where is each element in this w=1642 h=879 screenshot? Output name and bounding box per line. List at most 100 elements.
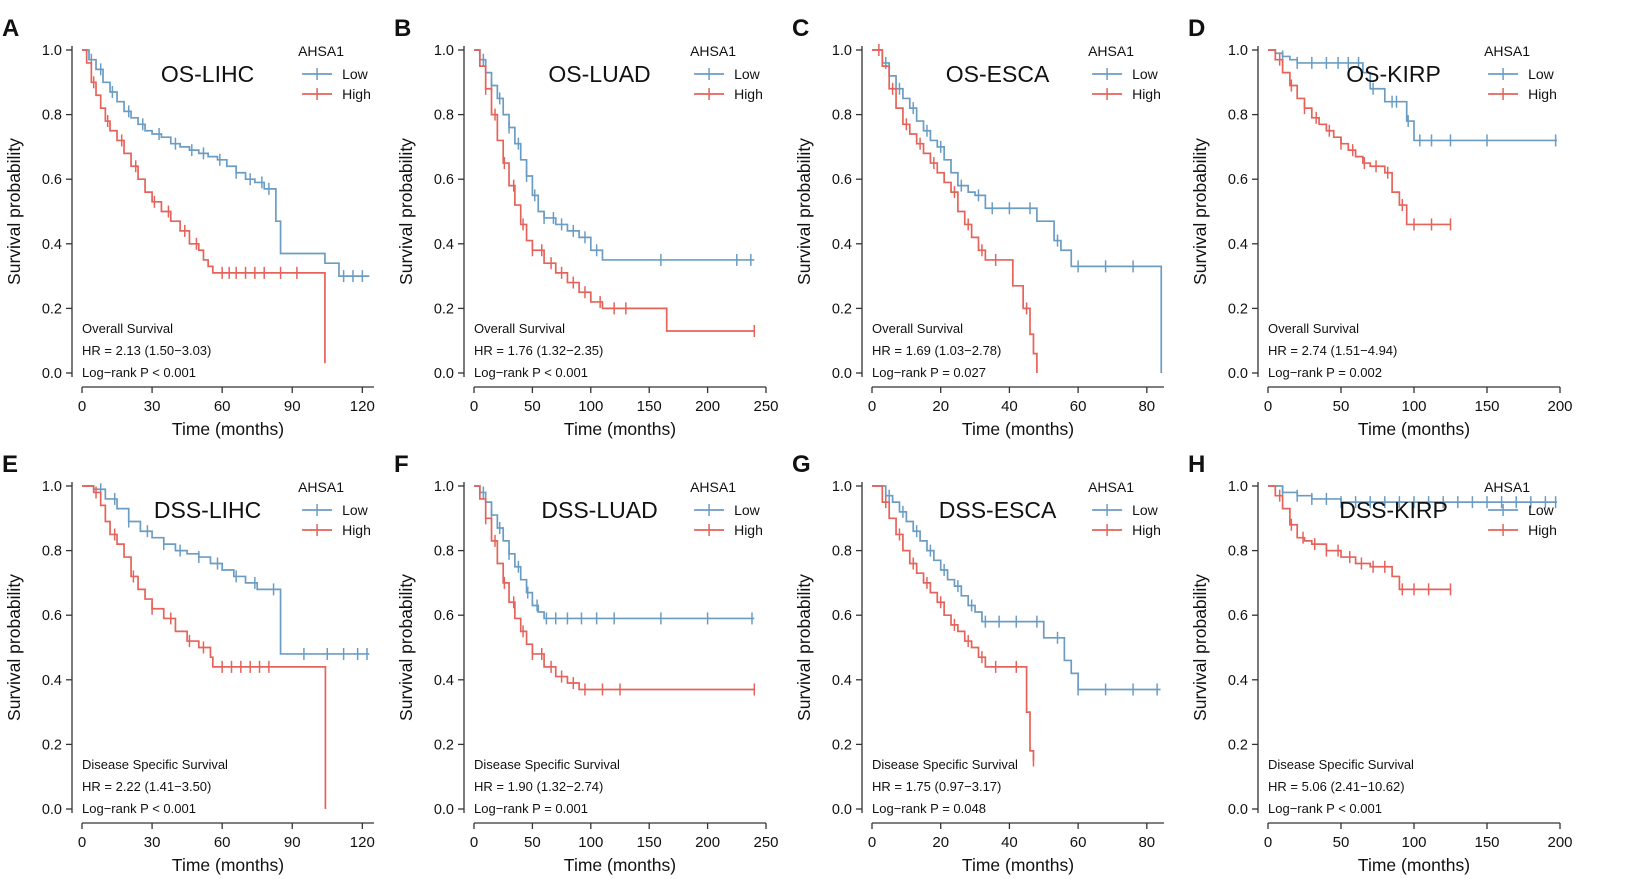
y-tick-label: 0.4 <box>434 673 454 689</box>
y-tick-label: 0.8 <box>434 544 454 560</box>
y-tick-label: 0.8 <box>434 108 454 124</box>
y-axis-label: Survival probability <box>396 574 416 721</box>
y-tick-label: 0.2 <box>832 737 852 753</box>
y-axis-label: Survival probability <box>4 574 24 721</box>
legend-title: AHSA1 <box>690 479 736 495</box>
panel-g: G 0.0 0.2 0.4 0.6 0.8 1.0 0 20 40 60 80 Time (months… <box>792 451 1164 875</box>
x-tick-label: 60 <box>214 398 231 415</box>
y-axis-label: Survival probability <box>1190 138 1210 285</box>
x-tick-label: 50 <box>1333 834 1350 851</box>
survival-curve-high <box>474 49 755 332</box>
x-tick-label: 30 <box>144 834 161 851</box>
survival-curve-low <box>872 485 1161 691</box>
y-tick-label: 0.8 <box>1228 108 1248 124</box>
y-tick-label: 0.4 <box>42 237 62 253</box>
x-tick-label: 0 <box>1264 834 1272 851</box>
stats-p-value: Log−rank P = 0.001 <box>474 801 588 816</box>
stats-hazard-ratio: HR = 1.76 (1.32−2.35) <box>474 343 603 358</box>
stats-survival-type: Overall Survival <box>82 321 173 336</box>
y-tick-label: 0.0 <box>42 366 62 382</box>
chart-title: OS-LUAD <box>548 61 650 87</box>
y-tick-label: 0.4 <box>832 673 852 689</box>
y-tick-label: 1.0 <box>42 43 62 59</box>
stats-p-value: Log−rank P < 0.001 <box>82 365 196 380</box>
stats-survival-type: Disease Specific Survival <box>82 757 228 772</box>
x-tick-label: 30 <box>144 398 161 415</box>
stats-p-value: Log−rank P < 0.001 <box>474 365 588 380</box>
x-tick-label: 90 <box>284 834 301 851</box>
legend-entry-high: High <box>734 522 763 538</box>
x-tick-label: 150 <box>1474 834 1499 851</box>
panel-h: H 0.0 0.2 0.4 0.6 0.8 1.0 0 50 100 150 200 Time (mon… <box>1188 451 1573 875</box>
x-tick-label: 200 <box>1547 834 1572 851</box>
legend-title: AHSA1 <box>690 43 736 59</box>
x-axis-label: Time (months) <box>172 419 284 439</box>
panel-a: A 0.0 0.2 0.4 0.6 0.8 1.0 0 30 60 90 120 Time (month… <box>2 15 375 439</box>
panel-f: F 0.0 0.2 0.4 0.6 0.8 1.0 0 50 100 150 200 250 Time (… <box>394 451 779 875</box>
stats-hazard-ratio: HR = 1.69 (1.03−2.78) <box>872 343 1001 358</box>
y-tick-label: 0.8 <box>42 108 62 124</box>
y-tick-label: 0.6 <box>832 172 852 188</box>
legend-entry-high: High <box>342 86 371 102</box>
y-axis-label: Survival probability <box>794 138 814 285</box>
x-tick-label: 20 <box>932 398 949 415</box>
survival-curve-low <box>82 49 370 277</box>
survival-curve-low <box>1268 49 1558 142</box>
stats-p-value: Log−rank P = 0.002 <box>1268 365 1382 380</box>
y-tick-label: 0.0 <box>832 366 852 382</box>
chart-title: OS-LIHC <box>161 61 254 87</box>
y-tick-label: 0.0 <box>1228 366 1248 382</box>
x-tick-label: 0 <box>1264 398 1272 415</box>
x-tick-label: 120 <box>350 398 375 415</box>
legend-entry-low: Low <box>1528 66 1555 82</box>
y-tick-label: 1.0 <box>42 479 62 495</box>
panel-label: G <box>792 451 811 478</box>
x-tick-label: 50 <box>1333 398 1350 415</box>
legend-title: AHSA1 <box>298 479 344 495</box>
panel-d: D 0.0 0.2 0.4 0.6 0.8 1.0 0 50 100 150 200 Time (mon… <box>1188 15 1573 439</box>
survival-curve-low <box>474 49 755 261</box>
stats-survival-type: Disease Specific Survival <box>872 757 1018 772</box>
x-tick-label: 60 <box>214 834 231 851</box>
panel-c: C 0.0 0.2 0.4 0.6 0.8 1.0 0 20 40 60 80 Time (months… <box>792 15 1164 439</box>
x-tick-label: 60 <box>1070 398 1087 415</box>
x-tick-label: 0 <box>78 398 86 415</box>
legend-title: AHSA1 <box>1088 43 1134 59</box>
y-tick-label: 0.6 <box>1228 608 1248 624</box>
y-tick-label: 0.8 <box>832 108 852 124</box>
chart-title: DSS-LIHC <box>154 497 261 523</box>
x-tick-label: 50 <box>524 398 541 415</box>
x-tick-label: 0 <box>868 834 876 851</box>
x-tick-label: 100 <box>578 834 603 851</box>
panel-e: E 0.0 0.2 0.4 0.6 0.8 1.0 0 30 60 90 120 Time (month… <box>2 451 375 875</box>
legend-title: AHSA1 <box>1088 479 1134 495</box>
panel-label: E <box>2 451 18 478</box>
x-tick-label: 0 <box>470 834 478 851</box>
x-tick-label: 80 <box>1138 398 1155 415</box>
x-tick-label: 60 <box>1070 834 1087 851</box>
x-tick-label: 50 <box>524 834 541 851</box>
y-tick-label: 0.4 <box>832 237 852 253</box>
x-axis-label: Time (months) <box>1358 419 1470 439</box>
legend-entry-low: Low <box>1528 502 1555 518</box>
y-tick-label: 0.0 <box>832 802 852 818</box>
chart-title: DSS-LUAD <box>541 497 657 523</box>
chart-title: OS-ESCA <box>946 61 1050 87</box>
y-tick-label: 0.6 <box>1228 172 1248 188</box>
chart-title: OS-KIRP <box>1346 61 1441 87</box>
x-tick-label: 100 <box>1401 398 1426 415</box>
legend-entry-low: Low <box>734 502 761 518</box>
legend-entry-low: Low <box>1132 502 1159 518</box>
stats-survival-type: Disease Specific Survival <box>474 757 620 772</box>
x-tick-label: 100 <box>1401 834 1426 851</box>
y-tick-label: 0.4 <box>434 237 454 253</box>
y-tick-label: 0.4 <box>1228 673 1248 689</box>
chart-title: DSS-KIRP <box>1339 497 1448 523</box>
y-tick-label: 0.6 <box>434 608 454 624</box>
legend-entry-high: High <box>342 522 371 538</box>
x-tick-label: 250 <box>753 834 778 851</box>
x-tick-label: 20 <box>932 834 949 851</box>
y-tick-label: 0.2 <box>434 737 454 753</box>
x-tick-label: 200 <box>695 834 720 851</box>
y-tick-label: 0.6 <box>42 172 62 188</box>
